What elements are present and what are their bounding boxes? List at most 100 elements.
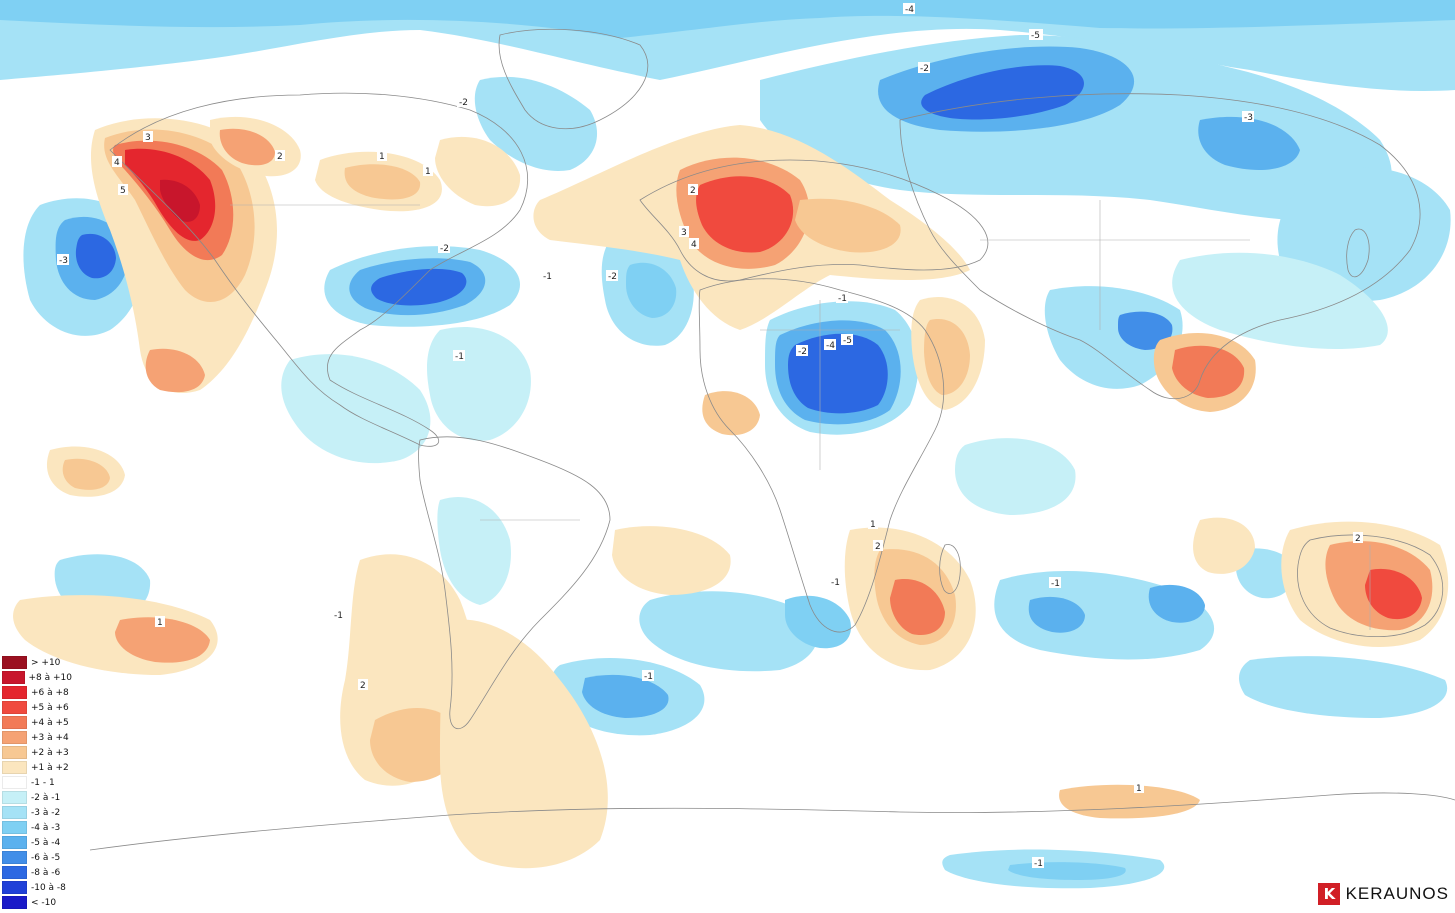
nw-africa-cold-mid — [626, 262, 677, 318]
contour-label: -2 — [796, 345, 808, 357]
svg-text:-3: -3 — [59, 256, 68, 266]
south-pacific-cold-mid — [582, 674, 669, 718]
contour-label: -1 — [836, 292, 848, 304]
svg-text:2: 2 — [690, 186, 696, 196]
svg-text:-1: -1 — [1034, 859, 1043, 869]
se-pacific-warm-2 — [370, 708, 461, 782]
svg-text:3: 3 — [681, 228, 687, 238]
africa-outline — [698, 278, 945, 633]
australia-outline — [1297, 534, 1444, 638]
legend-item: +4 à +5 — [2, 715, 72, 730]
siberia-cold-core — [921, 65, 1084, 120]
legend-label: -4 à -3 — [31, 822, 61, 833]
greenland-outline — [498, 28, 649, 130]
south-pacific-warm-2 — [115, 617, 210, 663]
quebec-warm — [435, 136, 521, 207]
pacific-ne-cold-core — [75, 233, 116, 279]
legend-item: +5 à +6 — [2, 700, 72, 715]
contour-label: 2 — [358, 679, 368, 691]
legend-item: < -10 — [2, 895, 72, 910]
svg-text:2: 2 — [360, 681, 366, 691]
canada-warm-2 — [219, 128, 275, 166]
legend-label: < -10 — [31, 897, 57, 908]
legend-swatch — [2, 836, 27, 849]
legend-swatch — [2, 731, 27, 744]
south-africa-warm-3 — [890, 579, 945, 636]
australia-warm-3 — [1365, 568, 1422, 620]
svg-text:1: 1 — [870, 520, 876, 530]
legend-swatch — [2, 806, 27, 819]
legend-label: +8 à +10 — [28, 672, 73, 683]
east-pacific-warm — [1193, 517, 1255, 574]
continent-outlines — [89, 28, 1455, 851]
w-africa-warm — [702, 391, 760, 436]
africa-cold-core — [788, 333, 888, 414]
legend-swatch — [2, 686, 27, 699]
contour-label: -1 — [541, 270, 553, 282]
contour-label: 3 — [679, 226, 689, 238]
legend-item: +2 à +3 — [2, 745, 72, 760]
antarctic-warm — [1059, 784, 1200, 819]
contour-label: 1 — [423, 165, 433, 177]
south-atlantic-warm — [612, 526, 731, 595]
svg-text:5: 5 — [120, 186, 126, 196]
caribbean-cold — [427, 326, 531, 441]
nw-pacific-cold — [1235, 548, 1295, 599]
legend-swatch — [2, 866, 27, 879]
legend-swatch — [2, 791, 27, 804]
legend-item: > +10 — [2, 655, 72, 670]
south-america-outline — [418, 436, 611, 730]
legend-label: +2 à +3 — [31, 747, 69, 758]
east-europe-warm — [795, 198, 901, 253]
legend-swatch — [2, 851, 27, 864]
legend-swatch — [2, 746, 27, 759]
legend-label: +6 à +8 — [31, 687, 69, 698]
svg-text:-1: -1 — [1051, 579, 1060, 589]
japan-outline — [1346, 228, 1370, 278]
legend-swatch — [2, 761, 27, 774]
arctic-band-inner — [0, 0, 1455, 38]
svg-text:4: 4 — [691, 240, 697, 250]
contour-label: 1 — [1134, 782, 1144, 794]
svg-text:-1: -1 — [334, 611, 343, 621]
atlantic-cold-core — [371, 268, 467, 306]
india-cold — [1044, 286, 1183, 389]
svg-text:-1: -1 — [838, 294, 847, 304]
contour-label: 1 — [377, 150, 387, 162]
svg-text:-1: -1 — [455, 352, 464, 362]
svg-text:-1: -1 — [831, 578, 840, 588]
contour-label: -5 — [841, 334, 853, 346]
contour-label: -1 — [453, 350, 465, 362]
brand-name: KERAUNOS — [1345, 884, 1449, 903]
hudson-warm-2 — [344, 164, 421, 200]
svg-text:-1: -1 — [644, 672, 653, 682]
north-america-outline — [109, 92, 529, 447]
contour-label: 2 — [873, 540, 883, 552]
contour-label: 3 — [143, 131, 153, 143]
legend-item: -10 à -8 — [2, 880, 72, 895]
contour-label: -2 — [918, 62, 930, 74]
contour-label: 2 — [1353, 532, 1363, 544]
contour-label: -5 — [1029, 29, 1043, 41]
svg-text:-5: -5 — [1031, 31, 1040, 41]
legend-label: +5 à +6 — [31, 702, 69, 713]
contour-label: -2 — [606, 270, 618, 282]
svg-text:1: 1 — [425, 167, 431, 177]
legend-item: -1 - 1 — [2, 775, 72, 790]
contour-label: -1 — [642, 670, 654, 682]
legend-item: +8 à +10 — [2, 670, 72, 685]
hawaii-warm — [145, 348, 205, 393]
legend-label: -3 à -2 — [31, 807, 61, 818]
contour-label: -3 — [57, 254, 69, 266]
europe-outline — [639, 159, 989, 282]
ne-africa-warm-2 — [924, 319, 970, 395]
svg-text:3: 3 — [145, 133, 151, 143]
legend-label: -1 - 1 — [31, 777, 55, 788]
south-america-cold — [437, 496, 511, 605]
legend-swatch — [2, 716, 27, 729]
south-atlantic-cold-2 — [785, 595, 851, 649]
svg-text:-2: -2 — [608, 272, 617, 282]
svg-text:-4: -4 — [826, 341, 835, 351]
south-indian-cold-mid-2 — [1148, 584, 1205, 623]
legend-label: -2 à -1 — [31, 792, 61, 803]
